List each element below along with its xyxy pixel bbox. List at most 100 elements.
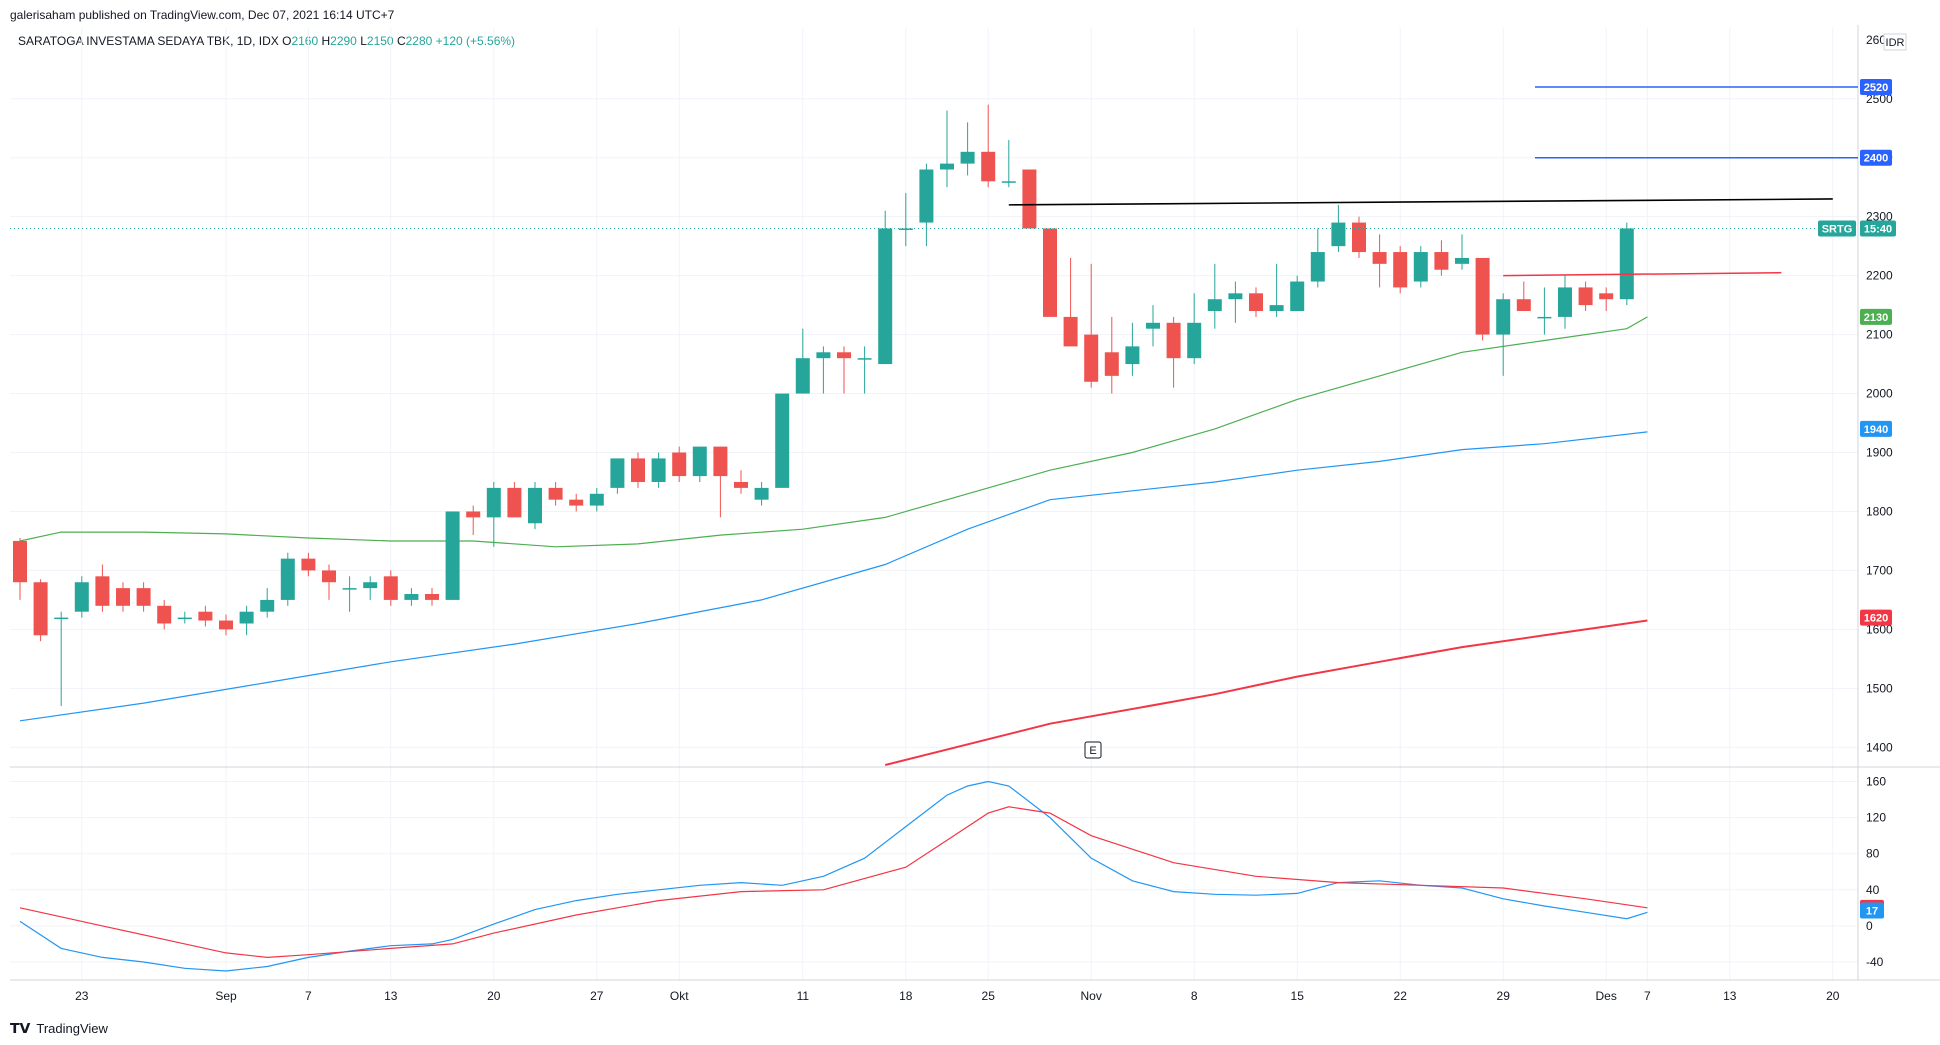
candle-body <box>74 582 89 612</box>
candle-body <box>1352 222 1366 253</box>
candle <box>1434 240 1449 276</box>
candle-body <box>1434 252 1449 270</box>
price-tick-label: 1500 <box>1866 681 1893 695</box>
candle <box>1166 316 1181 388</box>
candle-body <box>1063 316 1078 347</box>
candle-body <box>713 446 728 477</box>
candle <box>445 511 460 600</box>
candle <box>1352 216 1366 258</box>
candle <box>981 104 996 188</box>
candle <box>74 576 89 618</box>
low-value: 2150 <box>366 34 394 48</box>
candle-body <box>466 511 481 518</box>
candle-body <box>898 228 913 230</box>
candle <box>1413 246 1428 288</box>
candle <box>1084 263 1099 388</box>
candle-body <box>301 558 316 571</box>
candle-body <box>1578 287 1593 306</box>
candle-body <box>1187 322 1202 359</box>
candle-body <box>239 611 254 624</box>
candle-body <box>734 481 748 488</box>
candle-body <box>919 169 934 223</box>
currency-badge[interactable]: IDR <box>1883 33 1907 51</box>
time-tick-label: 27 <box>590 989 604 1003</box>
candle <box>404 588 419 606</box>
candle-body <box>404 594 419 600</box>
candle <box>1290 275 1305 312</box>
candle-body <box>1146 322 1160 329</box>
candle <box>1125 322 1140 376</box>
open-label: O <box>282 34 292 48</box>
candle-body <box>775 393 790 488</box>
candle-body <box>528 487 542 524</box>
candle-body <box>1455 257 1469 264</box>
candle-body <box>363 582 378 589</box>
price-label-2520-box <box>1860 78 1892 95</box>
price-label-2400: 2400 <box>1860 149 1892 166</box>
time-tick-label: 11 <box>797 989 810 1003</box>
symbol-title: SARATOGA INVESTAMA SEDAYA TBK, 1D, IDX <box>18 34 279 48</box>
candle <box>775 393 790 488</box>
close-label: C <box>396 34 406 48</box>
price-tick-label: 2100 <box>1866 328 1893 342</box>
osc-label-17: 17 <box>1860 902 1884 919</box>
published-header: galerisaham published on TradingView.com… <box>10 8 395 22</box>
time-tick-label: Okt <box>670 989 689 1003</box>
price-tick-label: 1600 <box>1866 622 1893 636</box>
candle-body <box>795 358 810 394</box>
candle-body <box>1558 287 1572 317</box>
candle <box>734 470 748 494</box>
candle-body <box>1619 228 1634 300</box>
candle-body <box>1001 181 1016 183</box>
candle-body <box>177 617 192 620</box>
candle-body <box>95 576 110 606</box>
candle-body <box>1207 299 1222 312</box>
candle-body <box>1537 316 1552 319</box>
time-tick-label: 8 <box>1191 989 1198 1003</box>
candle-body <box>651 458 666 482</box>
price-label-1940-box <box>1860 420 1892 437</box>
osc-label-17-text: 17 <box>1866 906 1878 918</box>
candle-body <box>1249 293 1263 312</box>
candle-body <box>548 487 563 500</box>
tradingview-brand[interactable]: 𝗧𝗩 TradingView <box>10 1020 108 1037</box>
candle-body <box>1104 352 1119 376</box>
candle-body <box>1125 346 1140 365</box>
candle <box>960 122 975 176</box>
time-tick-label: 15 <box>1291 989 1305 1003</box>
candle-body <box>1331 222 1346 247</box>
candle-body <box>569 499 584 506</box>
candle <box>342 576 357 612</box>
candle-body <box>1599 293 1614 300</box>
candle-body <box>1475 257 1490 335</box>
red-short-line <box>1503 271 1782 277</box>
candle <box>1207 263 1222 329</box>
time-tick-label: 13 <box>1723 989 1737 1003</box>
osc-tick-label: 0 <box>1866 919 1873 933</box>
candle <box>940 110 954 188</box>
candle <box>1599 287 1614 312</box>
time-tick-label: 20 <box>487 989 501 1003</box>
candle <box>1001 140 1016 188</box>
candle-body <box>1393 252 1408 288</box>
candle-body <box>1372 252 1387 264</box>
candle <box>425 588 439 606</box>
time-tick-label: 29 <box>1497 989 1511 1003</box>
candle-body <box>1228 293 1243 300</box>
candle <box>1146 305 1160 347</box>
candle <box>280 552 295 606</box>
candle <box>260 588 275 618</box>
resistance-line <box>1008 198 1833 206</box>
moving-average-blue <box>19 431 1648 722</box>
price-tick-label: 2000 <box>1866 387 1893 401</box>
candle <box>1455 234 1469 270</box>
symbol-legend: SARATOGA INVESTAMA SEDAYA TBK, 1D, IDX O… <box>18 34 515 48</box>
symbol-price-tag-text: SRTG <box>1822 223 1853 235</box>
candle-body <box>13 540 27 583</box>
osc-tick-label: 40 <box>1866 883 1880 897</box>
price-tick-label: 2500 <box>1866 92 1893 106</box>
candle-body <box>1310 252 1325 282</box>
price-tick-label: 2300 <box>1866 210 1893 224</box>
earnings-marker: E <box>1084 741 1102 759</box>
